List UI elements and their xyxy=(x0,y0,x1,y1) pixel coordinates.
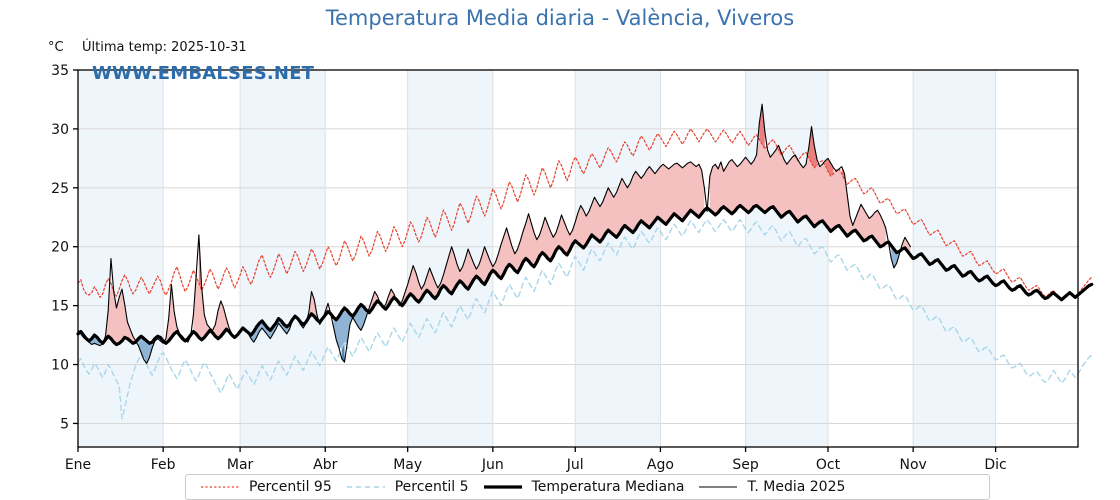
series-line-percentil-95 xyxy=(77,128,1093,301)
y-tick-label: 15 xyxy=(51,299,69,315)
month-band xyxy=(240,70,326,447)
x-tick-label: May xyxy=(393,457,422,473)
legend-item-3[interactable]: T. Media 2025 xyxy=(698,479,845,495)
y-tick-label: 10 xyxy=(51,358,69,374)
legend-swatch xyxy=(346,486,385,488)
series-line-media-2025 xyxy=(77,103,911,364)
legend-swatch xyxy=(201,486,239,488)
y-tick-label: 5 xyxy=(60,416,69,432)
x-tick-label: Dic xyxy=(984,457,1006,473)
x-tick-label: Abr xyxy=(313,457,337,473)
chart-title: Temperatura Media diaria - València, Viv… xyxy=(325,6,795,30)
chart-legend: Percentil 95 Percentil 5 Temperatura Media… xyxy=(185,474,990,500)
legend-item-1[interactable]: Percentil 5 xyxy=(346,479,469,495)
month-bands xyxy=(78,70,996,447)
x-tick-label: Nov xyxy=(900,457,927,473)
legend-label: Temperatura Mediana xyxy=(531,479,685,495)
x-tick-label: Ene xyxy=(65,457,91,473)
x-gridlines xyxy=(162,70,997,447)
x-tick-label: Jul xyxy=(566,457,584,473)
y-tick-label: 35 xyxy=(51,63,69,79)
y-tick-label: 30 xyxy=(51,122,69,138)
legend-label: Percentil 5 xyxy=(394,479,469,495)
x-tick-label: Ago xyxy=(647,457,674,473)
watermark-label: WWW.EMBALSES.NET xyxy=(92,63,315,84)
last-temp-label: Última temp: 2025-10-31 xyxy=(82,40,247,55)
plot-frame xyxy=(77,69,1079,448)
month-band xyxy=(575,70,661,447)
x-tick-label: Sep xyxy=(732,457,759,473)
y-tick-label: 25 xyxy=(51,181,69,197)
legend-label: Percentil 95 xyxy=(249,479,332,495)
x-tick-label: Oct xyxy=(816,457,841,473)
x-tick-label: Feb xyxy=(151,457,176,473)
y-axis-unit-label: °C xyxy=(48,40,64,55)
legend-swatch xyxy=(483,485,522,489)
series-line-mediana xyxy=(76,203,1094,347)
y-tick-label: 20 xyxy=(51,240,69,256)
month-band xyxy=(78,70,164,447)
x-tick-label: Mar xyxy=(227,457,254,473)
legend-swatch xyxy=(699,486,738,488)
fill-above-median xyxy=(105,139,911,345)
x-tick-label: Jun xyxy=(481,457,504,473)
series-line-percentil-5 xyxy=(77,218,1093,420)
month-band xyxy=(745,70,828,447)
legend-item-0[interactable]: Percentil 95 xyxy=(200,479,332,495)
x-axis: Ene Feb Mar Abr May Jun Jul Ago Sep Oct Nov Dic xyxy=(65,447,1007,473)
y-axis: 5 10 15 20 25 30 35 xyxy=(51,63,78,432)
legend-item-2[interactable]: Temperatura Mediana xyxy=(483,479,685,495)
legend-label: T. Media 2025 xyxy=(747,479,846,495)
